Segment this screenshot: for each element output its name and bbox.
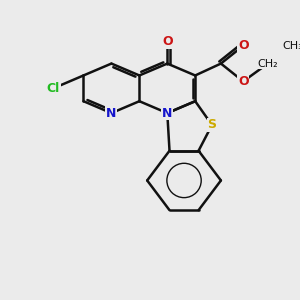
Text: N: N xyxy=(162,106,172,120)
Text: N: N xyxy=(106,106,117,120)
Text: S: S xyxy=(208,118,217,131)
Text: O: O xyxy=(238,75,249,88)
Text: CH₃: CH₃ xyxy=(282,41,300,51)
Text: Cl: Cl xyxy=(47,82,60,95)
Text: O: O xyxy=(162,35,172,48)
Text: CH₂: CH₂ xyxy=(257,58,278,69)
Text: O: O xyxy=(238,39,249,52)
